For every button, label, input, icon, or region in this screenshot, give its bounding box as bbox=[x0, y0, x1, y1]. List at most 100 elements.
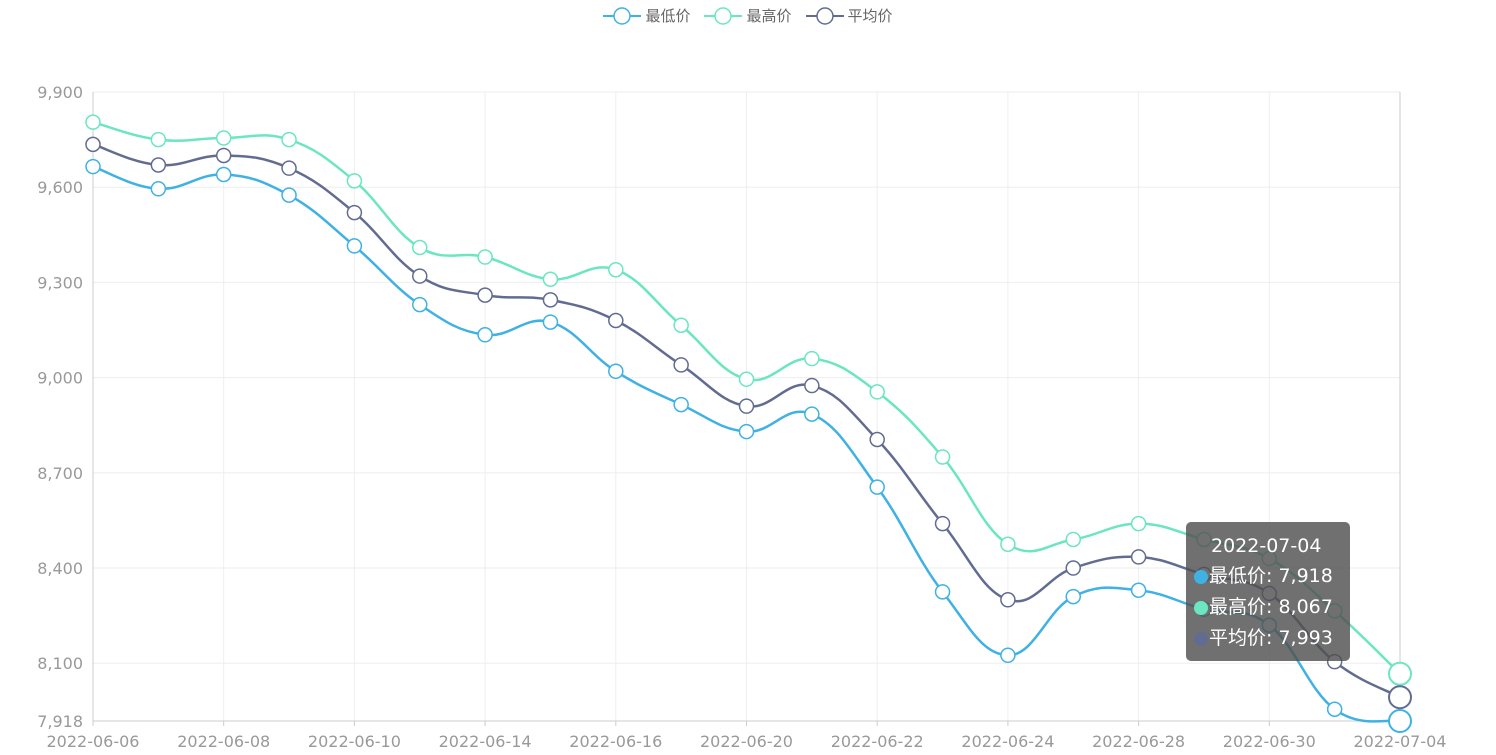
legend-item-high[interactable]: 最高价 bbox=[704, 5, 792, 26]
data-point[interactable] bbox=[346, 204, 363, 221]
data-point[interactable] bbox=[673, 357, 689, 373]
legend-line-circle-icon bbox=[805, 6, 844, 26]
data-point[interactable] bbox=[934, 584, 951, 600]
data-point[interactable] bbox=[1000, 592, 1016, 608]
data-point[interactable] bbox=[542, 292, 559, 308]
data-point[interactable] bbox=[150, 131, 167, 148]
x-axis-ticks: 2022-06-06 2022-06-08 2022-06-10 2022-06-14… bbox=[47, 732, 1447, 751]
tooltip-row-high: 最高价: 8,067 bbox=[1194, 592, 1350, 623]
data-point[interactable] bbox=[1326, 701, 1343, 718]
x-tick-label: 2022-06-22 bbox=[831, 732, 924, 751]
y-tick-label: 8,700 bbox=[37, 464, 83, 483]
legend-item-avg[interactable]: 平均价 bbox=[805, 5, 893, 26]
legend-line-circle-icon bbox=[603, 6, 642, 26]
data-point[interactable] bbox=[673, 396, 689, 413]
data-point[interactable] bbox=[215, 147, 232, 164]
tooltip-row-avg: 平均价: 7,993 bbox=[1194, 623, 1350, 654]
data-point[interactable] bbox=[412, 268, 428, 284]
data-point[interactable] bbox=[1000, 536, 1016, 552]
data-point[interactable] bbox=[215, 166, 232, 183]
data-point[interactable] bbox=[346, 173, 363, 189]
tooltip-value: 最高价: 8,067 bbox=[1209, 596, 1333, 618]
data-point[interactable] bbox=[1130, 549, 1147, 565]
x-tick-label: 2022-06-14 bbox=[439, 732, 532, 751]
data-point[interactable] bbox=[412, 239, 428, 256]
x-tick-label: 2022-06-28 bbox=[1092, 732, 1185, 751]
series-dot-icon bbox=[1194, 569, 1208, 584]
y-axis-ticks: 7,918 8,100 8,400 8,700 9,000 9,300 9,600 9,900 bbox=[37, 83, 83, 731]
x-tick-label: 2022-06-16 bbox=[569, 732, 662, 751]
y-tick-label: 9,600 bbox=[37, 178, 83, 197]
legend-line-circle-icon bbox=[704, 6, 743, 26]
legend-label: 最高价 bbox=[746, 7, 792, 25]
tooltip: 2022-07-04 最低价: 7,918 最高价: 8,067 平均价: 7,… bbox=[1186, 522, 1350, 661]
series-points bbox=[85, 114, 1412, 733]
data-point[interactable] bbox=[215, 130, 232, 146]
series-dot-icon bbox=[1194, 600, 1208, 615]
data-point[interactable] bbox=[281, 187, 297, 203]
series-line bbox=[92, 143, 1401, 699]
data-point[interactable] bbox=[934, 449, 951, 465]
legend-item-low[interactable]: 最低价 bbox=[603, 5, 690, 26]
data-point[interactable] bbox=[608, 312, 624, 329]
x-tick-label: 2022-06-24 bbox=[961, 732, 1054, 751]
data-point[interactable] bbox=[1065, 531, 1081, 548]
legend: 最低价 最高价 平均价 bbox=[0, 5, 1496, 26]
data-point[interactable] bbox=[738, 398, 755, 414]
data-point[interactable] bbox=[804, 377, 820, 394]
tooltip-value: 最低价: 7,918 bbox=[1209, 565, 1333, 587]
x-tick-label: 2022-07-04 bbox=[1354, 732, 1447, 751]
data-point[interactable] bbox=[412, 296, 428, 313]
data-point[interactable] bbox=[608, 363, 624, 380]
data-point[interactable] bbox=[150, 157, 167, 173]
data-point[interactable] bbox=[738, 423, 755, 440]
data-point[interactable] bbox=[1388, 685, 1412, 710]
data-point[interactable] bbox=[934, 515, 951, 532]
tooltip-value: 平均价: 7,993 bbox=[1209, 627, 1333, 649]
data-point[interactable] bbox=[542, 271, 559, 287]
data-point[interactable] bbox=[542, 314, 559, 330]
data-point[interactable] bbox=[608, 261, 624, 278]
x-tick-label: 2022-06-30 bbox=[1223, 732, 1316, 751]
data-point[interactable] bbox=[281, 131, 297, 148]
data-point[interactable] bbox=[150, 181, 167, 197]
data-point[interactable] bbox=[869, 431, 885, 448]
data-point[interactable] bbox=[281, 160, 297, 176]
x-tick-label: 2022-06-06 bbox=[47, 732, 140, 751]
data-point[interactable] bbox=[477, 327, 493, 343]
legend-label: 平均价 bbox=[847, 7, 893, 25]
data-point[interactable] bbox=[1388, 709, 1412, 733]
y-tick-label: 7,918 bbox=[37, 712, 83, 731]
data-point[interactable] bbox=[1065, 560, 1081, 576]
y-tick-label: 8,400 bbox=[37, 559, 83, 578]
data-point[interactable] bbox=[804, 350, 820, 367]
x-tick-label: 2022-06-10 bbox=[308, 732, 401, 751]
data-point[interactable] bbox=[1000, 647, 1016, 664]
legend-label: 最低价 bbox=[645, 7, 691, 25]
data-point[interactable] bbox=[804, 406, 820, 422]
x-tick-label: 2022-06-08 bbox=[177, 732, 270, 751]
data-point[interactable] bbox=[85, 136, 101, 153]
data-point[interactable] bbox=[869, 479, 885, 495]
y-tick-label: 9,300 bbox=[37, 273, 83, 292]
data-point[interactable] bbox=[346, 238, 363, 254]
data-point[interactable] bbox=[1065, 588, 1081, 605]
data-point[interactable] bbox=[1130, 515, 1147, 532]
series-line bbox=[92, 165, 1401, 723]
data-point[interactable] bbox=[477, 287, 493, 303]
data-point[interactable] bbox=[1130, 582, 1147, 598]
data-point[interactable] bbox=[477, 249, 493, 265]
y-tick-label: 8,100 bbox=[37, 654, 83, 673]
y-tick-label: 9,900 bbox=[37, 83, 83, 102]
axes bbox=[92, 92, 1401, 726]
data-point[interactable] bbox=[738, 371, 755, 387]
tooltip-title: 2022-07-04 bbox=[1211, 535, 1322, 557]
tooltip-row-low: 最低价: 7,918 bbox=[1194, 561, 1350, 592]
data-point[interactable] bbox=[673, 317, 689, 334]
data-point[interactable] bbox=[85, 114, 101, 130]
data-point[interactable] bbox=[85, 158, 101, 175]
data-point[interactable] bbox=[869, 384, 885, 400]
series-dot-icon bbox=[1194, 631, 1208, 646]
data-point[interactable] bbox=[1388, 661, 1412, 686]
